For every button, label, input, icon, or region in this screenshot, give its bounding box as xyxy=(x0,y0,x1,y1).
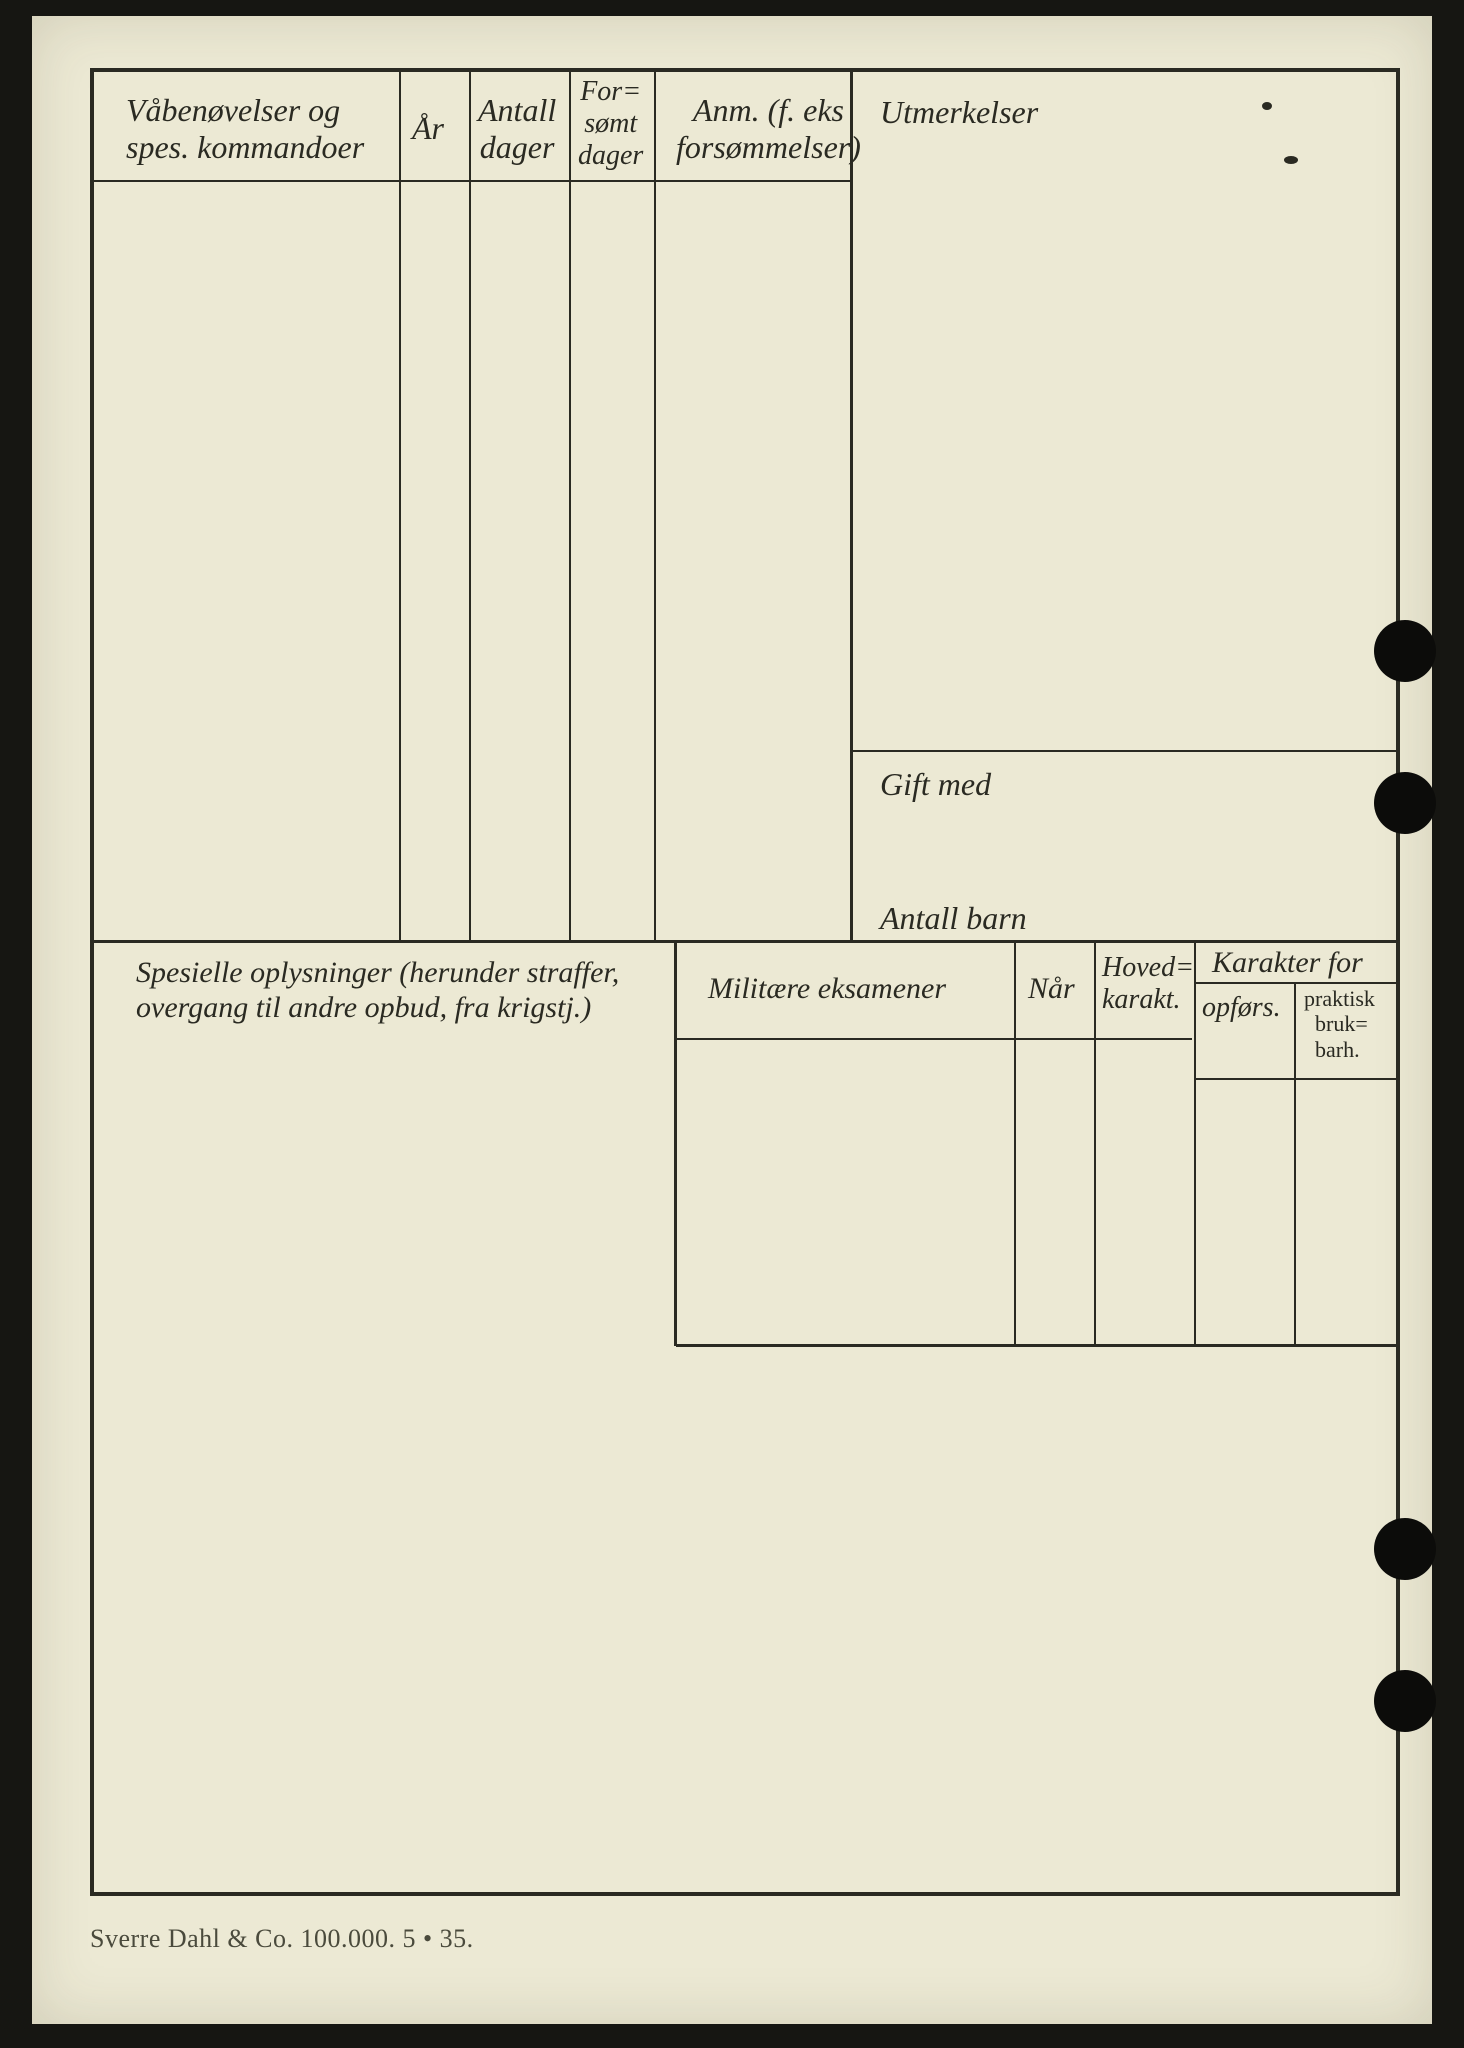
rule xyxy=(654,72,656,940)
rule xyxy=(399,72,401,940)
punch-hole xyxy=(1374,772,1436,834)
rule xyxy=(1014,942,1016,1344)
rule xyxy=(674,942,677,1346)
header-ar: År xyxy=(412,110,444,147)
header-spesielle: Spesielle oplysninger (herunder straffer… xyxy=(136,956,619,1025)
header-karakter-for: Karakter for xyxy=(1212,946,1363,981)
scanned-page: Våbenøvelser og spes. kommandoer År Anta… xyxy=(32,16,1432,2024)
printer-imprint: Sverre Dahl & Co. 100.000. 5 • 35. xyxy=(90,1924,474,1954)
punch-hole xyxy=(1374,620,1436,682)
rule xyxy=(469,72,471,940)
header-antall-dager: Antall dager xyxy=(478,92,556,166)
rule xyxy=(94,180,850,182)
header-forsomt-dager: For= sømt dager xyxy=(578,76,643,173)
header-hovedkarakt: Hoved= karakt. xyxy=(1102,952,1194,1016)
rule xyxy=(1194,1078,1396,1080)
form-border: Våbenøvelser og spes. kommandoer År Anta… xyxy=(90,68,1400,1896)
rule xyxy=(676,1038,1192,1040)
header-utmerkelser: Utmerkelser xyxy=(880,94,1038,131)
rule xyxy=(1094,942,1096,1344)
header-vabenovelser: Våbenøvelser og spes. kommandoer xyxy=(126,92,364,166)
rule xyxy=(676,1344,1396,1347)
rule xyxy=(852,750,1396,752)
paper-speck xyxy=(1284,156,1298,164)
header-praktisk: praktisk bruk= barh. xyxy=(1304,986,1375,1062)
label-gift-med: Gift med xyxy=(880,766,991,803)
rule xyxy=(1294,984,1296,1344)
rule xyxy=(569,72,571,940)
rule xyxy=(850,72,853,940)
header-militaere: Militære eksamener xyxy=(708,972,946,1007)
punch-hole xyxy=(1374,1670,1436,1732)
header-anm: Anm. (f. eks forsømmelser) xyxy=(676,92,861,166)
label-antall-barn: Antall barn xyxy=(880,900,1027,937)
rule xyxy=(94,940,1396,943)
header-nar: Når xyxy=(1028,972,1075,1007)
header-opfors: opførs. xyxy=(1202,992,1281,1024)
rule xyxy=(1194,942,1196,1344)
paper-speck xyxy=(1262,102,1272,110)
punch-hole xyxy=(1374,1518,1436,1580)
